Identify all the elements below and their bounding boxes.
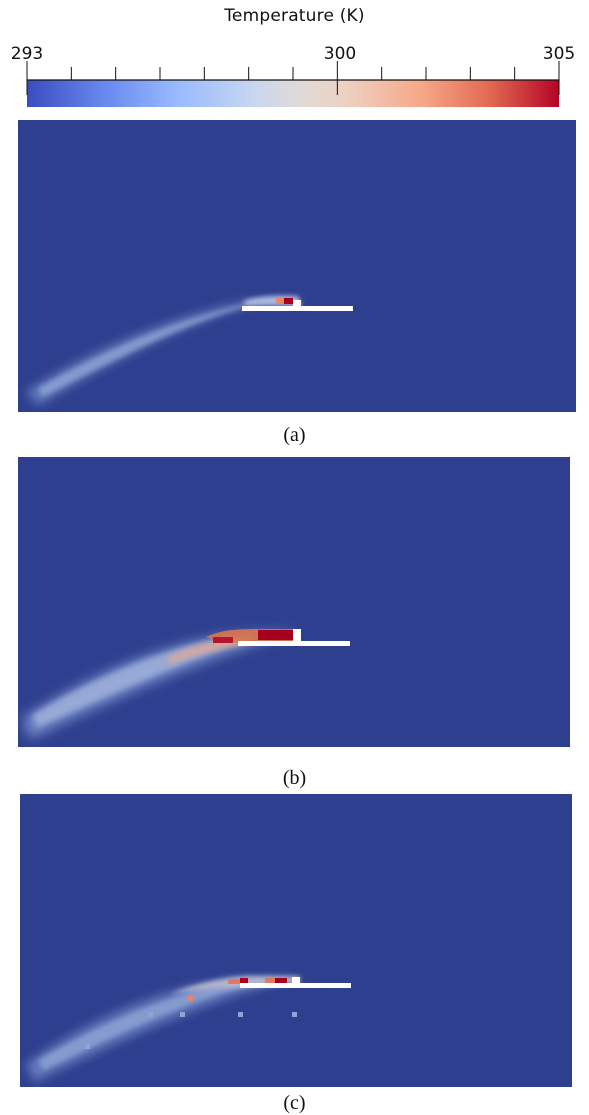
hot-spot [276, 298, 284, 304]
thermal-plume [26, 301, 263, 405]
panel-b [18, 457, 570, 747]
colorbar [26, 61, 560, 107]
caption-c: (c) [283, 1092, 306, 1114]
thermal-plume-core [38, 982, 265, 1070]
colorbar-min-label: 293 [10, 44, 44, 64]
sensor-dot [180, 1012, 185, 1017]
colorbar-gradient [27, 80, 559, 107]
hot-spot [213, 637, 233, 643]
sensor-dot [238, 1012, 243, 1017]
colorbar-title: Temperature (K) [224, 6, 365, 26]
hot-spot [275, 978, 287, 983]
sensor-dot [148, 1012, 153, 1017]
plate-step [292, 977, 300, 983]
colorbar-ticks [26, 61, 560, 95]
sensor-dot [85, 1044, 90, 1049]
thermal-plume [26, 978, 295, 1082]
caption-a: (a) [283, 424, 306, 446]
plate [240, 983, 351, 988]
thermal-plume [22, 631, 298, 739]
plate [238, 641, 350, 646]
hot-spot [265, 978, 275, 983]
colorbar-mid-label: 300 [323, 44, 357, 64]
plate [242, 306, 353, 311]
hot-spot [284, 298, 293, 304]
panel-c [20, 794, 572, 1087]
plate-step [293, 629, 301, 641]
hot-spot [188, 996, 193, 1001]
thermal-plume-core [32, 637, 258, 727]
hot-spot [240, 978, 248, 983]
colorbar-max-label: 305 [542, 44, 576, 64]
sensor-dot [292, 1012, 297, 1017]
thermal-plume-core [38, 304, 258, 397]
hot-spot [228, 979, 240, 984]
plate-step [293, 300, 301, 306]
caption-b: (b) [282, 767, 307, 789]
panel-a [18, 120, 576, 412]
hot-spot [258, 630, 293, 640]
